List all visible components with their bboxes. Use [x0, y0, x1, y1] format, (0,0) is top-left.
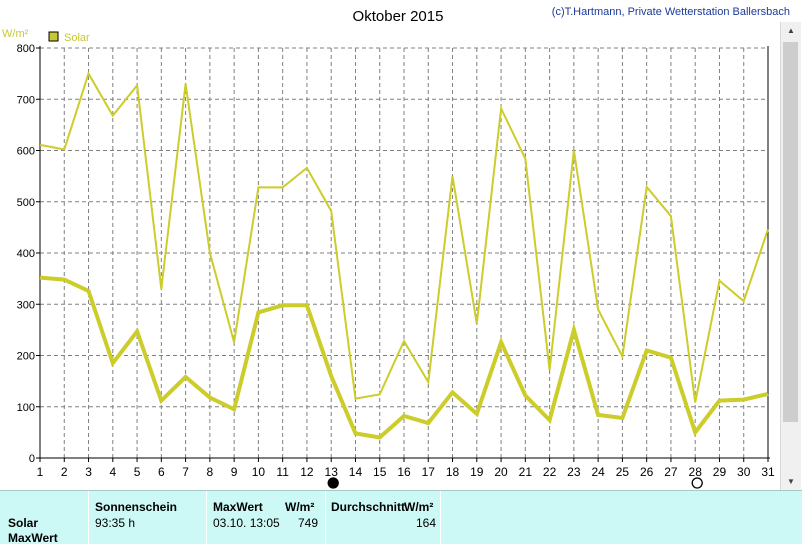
legend-label: Solar — [64, 32, 90, 44]
full-moon-icon — [327, 477, 339, 489]
y-tick-label: 200 — [17, 351, 35, 363]
maxwert-unit: W/m² — [285, 500, 315, 514]
maxwert-datetime: 03.10. 13:05 — [213, 516, 280, 530]
x-tick-label: 6 — [158, 465, 165, 479]
x-tick-label: 2 — [61, 465, 68, 479]
summary-panel: Solar MaxWert Sonnenschein 93:35 h MaxWe… — [0, 490, 802, 545]
x-tick-label: 14 — [349, 465, 363, 479]
x-tick-label: 5 — [134, 465, 141, 479]
row-label-maxwert: MaxWert — [8, 531, 58, 545]
x-tick-label: 29 — [713, 465, 727, 479]
x-tick-label: 23 — [567, 465, 581, 479]
x-tick-label: 17 — [422, 465, 436, 479]
maxwert-header: MaxWert — [213, 500, 263, 514]
x-tick-label: 13 — [325, 465, 339, 479]
series-group — [39, 71, 769, 440]
new-moon-icon — [691, 477, 703, 489]
x-tick-label: 7 — [182, 465, 189, 479]
durchschnitt-header: Durchschnitt — [331, 500, 406, 514]
series-line-thin — [39, 71, 769, 403]
x-tick-label: 9 — [231, 465, 238, 479]
moon-markers — [327, 477, 703, 489]
x-tick-label: 25 — [616, 465, 630, 479]
x-tick-label: 3 — [85, 465, 92, 479]
copyright-label: (c)T.Hartmann, Private Wetterstation Bal… — [552, 6, 790, 18]
x-tick-label: 31 — [761, 465, 775, 479]
maxwert-value: 749 — [298, 516, 319, 530]
scroll-down-icon[interactable]: ▼ — [787, 477, 795, 486]
row-label-solar: Solar — [8, 516, 39, 530]
chart: Oktober 2015 (c)T.Hartmann, Private Wett… — [2, 6, 790, 489]
y-tick-label: 400 — [17, 248, 35, 260]
x-tick-label: 10 — [252, 465, 266, 479]
y-tick-label: 800 — [17, 43, 35, 55]
x-tick-label: 19 — [470, 465, 484, 479]
durchschnitt-unit: W/m² — [404, 500, 434, 514]
x-tick-label: 1 — [37, 465, 44, 479]
x-tick-label: 20 — [494, 465, 508, 479]
legend-swatch — [48, 31, 59, 42]
x-tick-label: 24 — [591, 465, 605, 479]
x-tick-label: 21 — [519, 465, 533, 479]
y-axis-unit-label: W/m² — [2, 28, 29, 40]
y-tick-label: 300 — [17, 299, 35, 311]
series-line-thick — [39, 275, 769, 440]
y-tick-label: 500 — [17, 197, 35, 209]
x-tick-label: 16 — [397, 465, 411, 479]
x-tick-label: 27 — [664, 465, 678, 479]
x-tick-label: 30 — [737, 465, 751, 479]
x-tick-label: 28 — [689, 465, 703, 479]
scroll-up-icon[interactable]: ▲ — [787, 26, 795, 35]
scrollbar-thumb[interactable] — [783, 42, 798, 422]
x-tick-label: 12 — [300, 465, 314, 479]
vertical-scrollbar[interactable]: ▲ ▼ — [780, 22, 801, 490]
y-tick-label: 600 — [17, 146, 35, 158]
x-tick-label: 15 — [373, 465, 387, 479]
grid — [40, 47, 769, 458]
y-tick-label: 700 — [17, 94, 35, 106]
x-tick-label: 8 — [207, 465, 214, 479]
y-tick-label: 100 — [17, 402, 35, 414]
sonnenschein-header: Sonnenschein — [95, 500, 178, 514]
axes — [36, 46, 770, 462]
x-tick-label: 11 — [276, 465, 289, 479]
chart-title: Oktober 2015 — [353, 8, 444, 25]
sonnenschein-value: 93:35 h — [95, 516, 136, 530]
durchschnitt-value: 164 — [416, 516, 437, 530]
x-tick-label: 22 — [543, 465, 557, 479]
x-tick-label: 4 — [109, 465, 116, 479]
y-tick-label: 0 — [29, 453, 35, 465]
x-tick-label: 26 — [640, 465, 654, 479]
x-tick-label: 18 — [446, 465, 460, 479]
